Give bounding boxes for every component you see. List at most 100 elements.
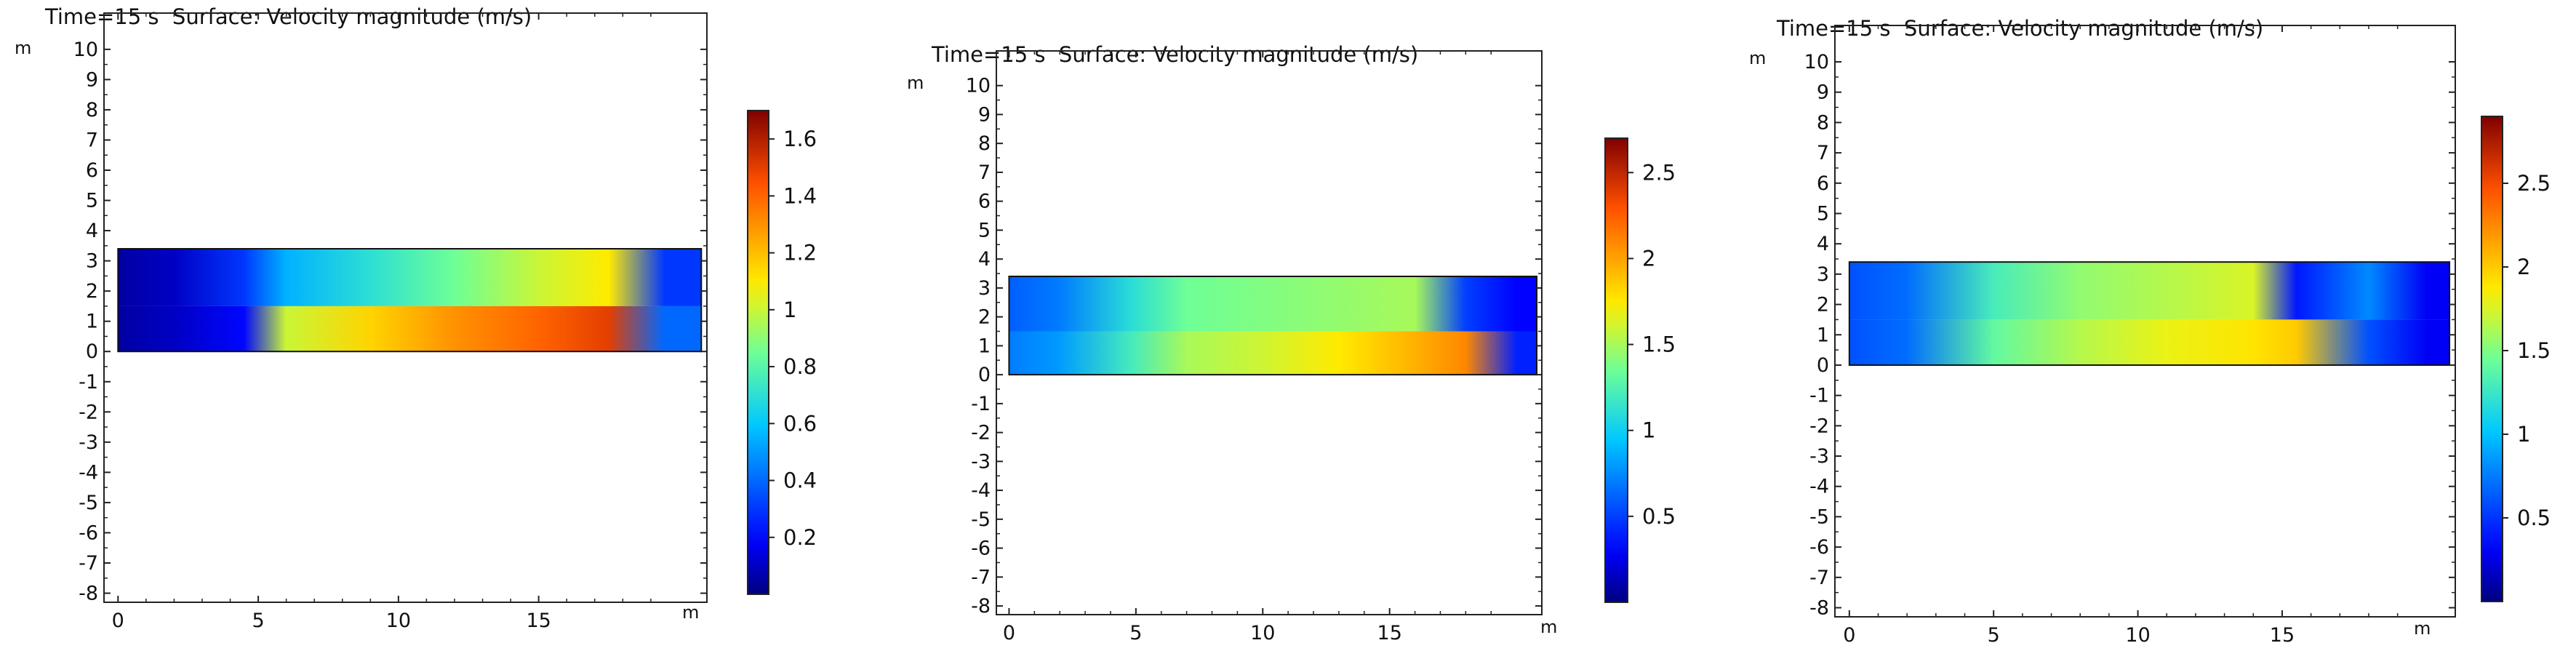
plot-panel-1: Time=15 s Surface: Velocity magnitude (m… bbox=[0, 0, 858, 667]
colorbar-tick-label: 2 bbox=[2517, 255, 2530, 279]
colorbar-tick-label: 1 bbox=[2517, 422, 2530, 447]
y-tick-label: 7 bbox=[978, 161, 991, 184]
axes-frame bbox=[103, 12, 708, 603]
y-tick-label: -6 bbox=[971, 538, 991, 560]
domain-boundary bbox=[1848, 261, 2451, 366]
y-tick-label: 4 bbox=[86, 220, 98, 242]
colorbar-tick-label: 0.5 bbox=[2517, 506, 2551, 530]
y-tick-label: -8 bbox=[79, 583, 98, 605]
velocity-field-upper bbox=[118, 249, 702, 306]
y-tick-label: 6 bbox=[978, 191, 991, 213]
velocity-field-lower bbox=[1849, 319, 2450, 365]
y-tick-label: 8 bbox=[978, 132, 991, 155]
y-tick-label: -7 bbox=[971, 566, 991, 588]
y-tick-label: -7 bbox=[1809, 567, 1829, 589]
y-tick-label: 2 bbox=[86, 280, 98, 303]
x-tick-label: 15 bbox=[526, 610, 551, 632]
y-tick-label: -2 bbox=[79, 401, 98, 423]
colorbar-tick-label: 0.2 bbox=[783, 525, 817, 550]
y-tick-label: 7 bbox=[1817, 142, 1829, 164]
y-tick-label: -4 bbox=[971, 479, 991, 502]
y-tick-label: -4 bbox=[79, 461, 98, 484]
colorbar-tick-label: 1.2 bbox=[783, 241, 817, 265]
x-unit-label: m bbox=[1540, 617, 1558, 637]
plot-title: Time=15 s Surface: Velocity magnitude (m… bbox=[45, 4, 532, 29]
x-tick-label: 5 bbox=[1129, 622, 1142, 644]
y-tick-label: 0 bbox=[86, 340, 98, 363]
x-tick-label: 15 bbox=[2270, 624, 2295, 647]
colorbar-tick-label: 1.5 bbox=[1642, 332, 1676, 357]
y-tick-label: -6 bbox=[79, 522, 98, 544]
y-tick-label: 0 bbox=[978, 364, 991, 386]
plot-area: -8 -7 -6 -5 -4 -3 -2 -1 0 1 2 3 4 5 6 7 8 9 10 0 5 10 15 0.5 1 1.… bbox=[1804, 25, 2551, 647]
y-tick-label: -8 bbox=[1809, 596, 1829, 619]
y-tick-label: -3 bbox=[1809, 445, 1829, 468]
velocity-field-upper bbox=[1009, 276, 1537, 332]
colorbar bbox=[747, 110, 769, 595]
y-tick-label: -2 bbox=[971, 422, 991, 444]
y-tick-label: -7 bbox=[79, 552, 98, 575]
velocity-field-lower bbox=[118, 305, 702, 352]
y-tick-label: -6 bbox=[1809, 536, 1829, 559]
y-tick-label: -5 bbox=[79, 492, 98, 514]
y-tick-label: 3 bbox=[1817, 263, 1829, 286]
plot-title: Time=15 s Surface: Velocity magnitude (m… bbox=[932, 42, 1419, 67]
x-tick-label: 10 bbox=[386, 610, 411, 632]
y-tick-label: -3 bbox=[79, 431, 98, 454]
colorbar-tick-label: 1 bbox=[783, 297, 796, 322]
y-tick-label: 10 bbox=[1804, 51, 1829, 73]
y-tick-label: -3 bbox=[971, 450, 991, 473]
plot-panel-2: Time=15 s Surface: Velocity magnitude (m… bbox=[858, 0, 1717, 667]
colorbar-tick-label: 2.5 bbox=[2517, 171, 2551, 196]
y-tick-label: -5 bbox=[971, 508, 991, 531]
x-tick-label: 10 bbox=[2125, 624, 2150, 647]
y-tick-label: -4 bbox=[1809, 476, 1829, 498]
colorbar-tick-label: 1.6 bbox=[783, 127, 817, 151]
y-tick-label: 9 bbox=[978, 103, 991, 126]
domain-boundary bbox=[1008, 276, 1538, 376]
y-tick-label: 1 bbox=[86, 311, 98, 333]
y-tick-label: 10 bbox=[966, 75, 991, 97]
y-unit-label: m bbox=[1749, 48, 1767, 68]
y-tick-label: -1 bbox=[79, 371, 98, 394]
y-tick-label: 5 bbox=[1817, 202, 1829, 225]
y-tick-label: 1 bbox=[978, 335, 991, 357]
velocity-field-upper bbox=[1849, 262, 2450, 320]
y-tick-label: -2 bbox=[1809, 415, 1829, 437]
y-unit-label: m bbox=[15, 38, 32, 58]
y-tick-label: 6 bbox=[1817, 172, 1829, 195]
x-tick-label: 0 bbox=[1003, 622, 1015, 644]
plot-title: Time=15 s Surface: Velocity magnitude (m… bbox=[1777, 16, 2264, 41]
y-tick-label: 7 bbox=[86, 129, 98, 151]
y-tick-label: 8 bbox=[1817, 111, 1829, 134]
x-unit-label: m bbox=[682, 602, 700, 623]
y-tick-label: 4 bbox=[1817, 233, 1829, 255]
x-tick-label: 5 bbox=[1988, 624, 2000, 647]
x-tick-label: 15 bbox=[1377, 622, 1402, 644]
colorbar-tick-label: 2.5 bbox=[1642, 160, 1676, 185]
plot-area: -8 -7 -6 -5 -4 -3 -2 -1 0 1 2 3 4 5 6 7 8 9 10 0 5 10 15 0.5 1 1.… bbox=[966, 50, 1676, 644]
y-tick-label: 3 bbox=[978, 277, 991, 300]
y-tick-label: 8 bbox=[86, 99, 98, 121]
y-tick-label: 3 bbox=[86, 250, 98, 273]
y-unit-label: m bbox=[907, 73, 924, 93]
colorbar-tick-label: 0.8 bbox=[783, 354, 817, 379]
y-tick-label: 6 bbox=[86, 159, 98, 182]
x-unit-label: m bbox=[2414, 618, 2431, 639]
y-tick-label: 2 bbox=[1817, 294, 1829, 316]
y-tick-label: 9 bbox=[1817, 81, 1829, 104]
colorbar-tick-label: 0.6 bbox=[783, 411, 817, 436]
velocity-field-lower bbox=[1009, 331, 1537, 375]
colorbar bbox=[2481, 116, 2503, 602]
y-tick-label: 9 bbox=[86, 68, 98, 91]
y-tick-label: -1 bbox=[1809, 385, 1829, 407]
colorbar-tick-label: 0.4 bbox=[783, 468, 817, 493]
x-tick-label: 10 bbox=[1250, 622, 1275, 644]
colorbar bbox=[1604, 137, 1628, 603]
colorbar-tick-label: 1.5 bbox=[2517, 338, 2551, 363]
y-tick-label: 10 bbox=[73, 39, 98, 61]
y-tick-label: -1 bbox=[971, 393, 991, 415]
colorbar-tick-label: 0.5 bbox=[1642, 504, 1676, 529]
y-tick-label: 5 bbox=[978, 219, 991, 241]
y-tick-label: -8 bbox=[971, 595, 991, 618]
